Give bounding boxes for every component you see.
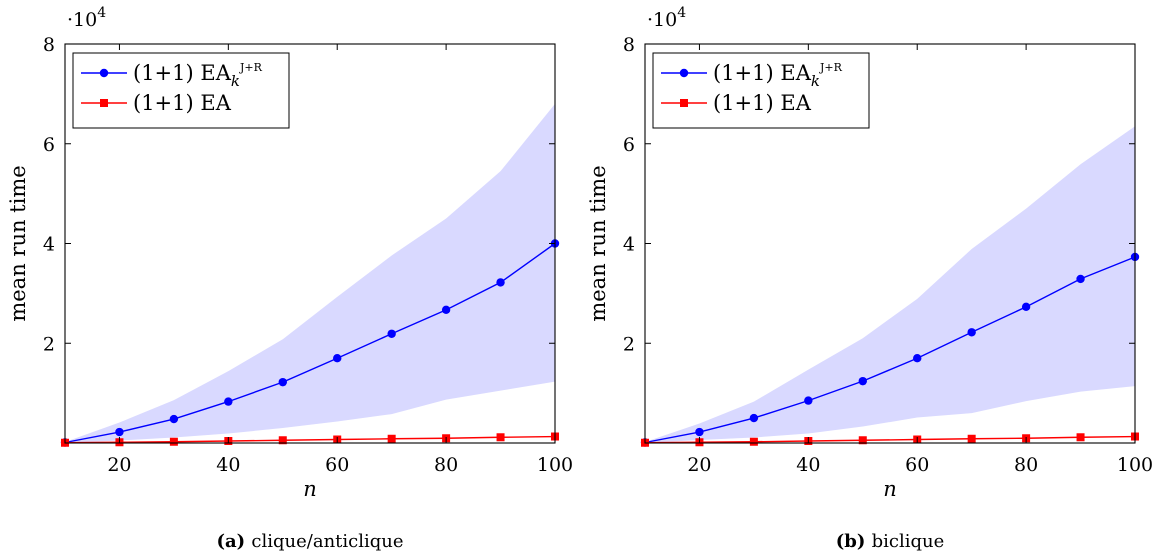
x-tick-label: 100 <box>537 454 573 476</box>
series-2-point <box>967 434 976 443</box>
series-1-point <box>1076 274 1085 284</box>
series-2-point <box>749 437 758 446</box>
legend-marker-1 <box>679 68 689 78</box>
y-tick-label: 4 <box>43 234 55 256</box>
legend-marker-2 <box>680 99 688 107</box>
series-1-band <box>65 103 555 443</box>
series-1-line <box>64 242 556 444</box>
x-tick-label: 20 <box>687 454 711 476</box>
series-1-point <box>695 427 704 437</box>
y-tick-label: 8 <box>623 34 635 56</box>
legend-box <box>72 52 290 129</box>
x-axis-label: n <box>883 477 897 501</box>
series-1-point <box>967 328 976 337</box>
y-tick-label: 6 <box>43 134 55 156</box>
chart-panel-2: 20 40 60 80 100 2 4 6 8 ·104 n mean run time (1+1) E… <box>586 5 1153 552</box>
y-tick-label: 4 <box>623 234 635 256</box>
series-1-point <box>224 397 233 406</box>
legend-marker-2 <box>100 99 108 107</box>
x-tick-label: 80 <box>434 454 458 476</box>
legend: (1+1) EAkJ+R(1+1) EA <box>72 52 290 129</box>
x-tick-label: 20 <box>107 454 131 476</box>
x-tick-label: 60 <box>325 454 349 476</box>
legend: (1+1) EAkJ+R(1+1) EA <box>652 52 870 129</box>
y-axis-label: mean run time <box>586 165 610 321</box>
y-tick-label: 8 <box>43 34 55 56</box>
series-1-point <box>333 354 342 363</box>
x-tick-label: 100 <box>1117 454 1153 476</box>
y-tick-label: 2 <box>43 333 55 355</box>
series-2-point <box>169 437 178 446</box>
caption: (a) clique/anticlique <box>216 531 403 552</box>
x-tick-label: 40 <box>216 454 240 476</box>
series-1-point <box>169 414 179 424</box>
legend-entry-1: (1+1) EAkJ+R <box>133 61 263 90</box>
y-scale-label: ·104 <box>647 5 686 31</box>
y-tick-label: 6 <box>623 134 635 156</box>
series-1-point <box>441 305 451 315</box>
legend-box <box>652 52 870 129</box>
chart-panel-1: 20 40 60 80 100 2 4 6 8 ·104 n mean run time (1+1) E… <box>6 5 573 552</box>
series-1-point <box>858 376 867 386</box>
series-1-point <box>804 396 813 405</box>
series-2-point <box>1076 433 1085 442</box>
x-tick-label: 80 <box>1014 454 1038 476</box>
series-2-line <box>64 435 556 444</box>
series-2-point <box>496 433 505 442</box>
legend-entry-2: (1+1) EA <box>133 91 232 115</box>
series-1-point <box>1021 302 1031 312</box>
series-1-point <box>115 427 124 437</box>
legend-entry-2: (1+1) EA <box>713 91 812 115</box>
y-axis-label: mean run time <box>6 165 30 321</box>
y-tick-label: 2 <box>623 333 635 355</box>
x-tick-label: 60 <box>905 454 929 476</box>
series-1-point <box>496 278 505 287</box>
y-scale-label: ·104 <box>67 5 106 31</box>
series-2-point <box>278 436 287 445</box>
series-1-point <box>387 329 396 338</box>
series-2-line <box>644 435 1136 444</box>
series-1-point <box>278 377 287 387</box>
x-tick-label: 40 <box>796 454 820 476</box>
series-1-line <box>644 256 1136 444</box>
series-2-point <box>858 436 867 445</box>
legend-marker-1 <box>99 68 109 78</box>
legend-entry-1: (1+1) EAkJ+R <box>713 61 843 90</box>
series-1-band <box>645 126 1135 443</box>
series-2-point <box>387 434 396 443</box>
series-1-point <box>913 354 922 363</box>
x-axis-label: n <box>303 477 317 501</box>
caption: (b) biclique <box>836 531 945 552</box>
series-1-point <box>749 413 759 423</box>
